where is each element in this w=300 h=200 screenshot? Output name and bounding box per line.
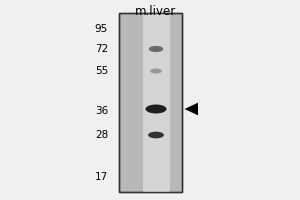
Text: 55: 55 <box>95 66 108 76</box>
Ellipse shape <box>149 46 163 52</box>
Text: 17: 17 <box>95 172 108 182</box>
Bar <box>118 13 182 192</box>
Text: m.liver: m.liver <box>135 5 177 18</box>
Text: 28: 28 <box>95 130 108 140</box>
Ellipse shape <box>148 132 164 138</box>
Text: 72: 72 <box>95 44 108 54</box>
Ellipse shape <box>146 105 167 113</box>
Ellipse shape <box>150 68 162 74</box>
Text: 36: 36 <box>95 106 108 116</box>
Polygon shape <box>184 103 198 115</box>
Text: 95: 95 <box>95 24 108 34</box>
Bar <box>142 13 170 192</box>
Bar <box>118 13 182 192</box>
